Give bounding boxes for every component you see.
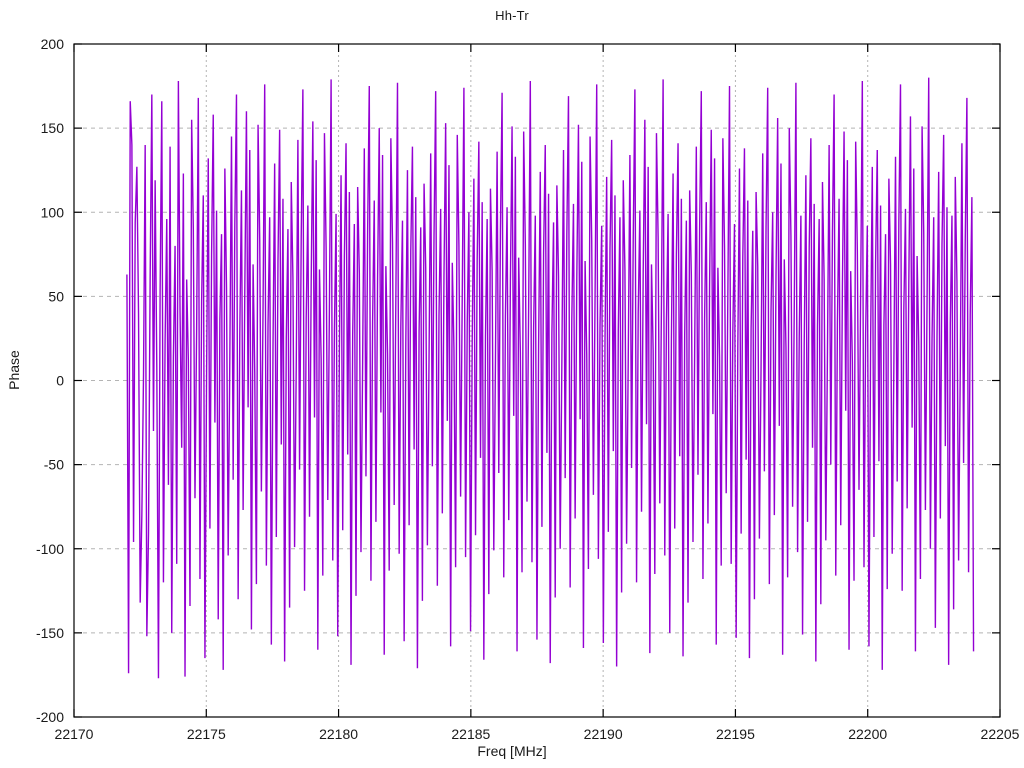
svg-text:200: 200 <box>41 36 65 52</box>
svg-text:150: 150 <box>41 120 65 136</box>
tick-labels: -200 -150 -100 -50 0 50 100 150 200 22170 22175 221… <box>36 36 1020 742</box>
svg-text:22195: 22195 <box>716 726 755 742</box>
svg-text:22170: 22170 <box>55 726 94 742</box>
svg-text:100: 100 <box>41 204 65 220</box>
data-series-group <box>126 77 975 679</box>
svg-text:0: 0 <box>56 373 64 389</box>
plot-frame <box>73 43 1001 718</box>
svg-text:22190: 22190 <box>584 726 623 742</box>
x-axis-label: Freq [MHz] <box>477 743 547 759</box>
svg-text:22185: 22185 <box>451 726 490 742</box>
svg-text:22200: 22200 <box>848 726 887 742</box>
svg-text:-50: -50 <box>44 457 64 473</box>
svg-text:22175: 22175 <box>187 726 226 742</box>
svg-text:-200: -200 <box>36 709 64 725</box>
svg-text:50: 50 <box>48 288 64 304</box>
chart-title: Hh-Tr <box>495 8 529 23</box>
svg-text:-150: -150 <box>36 625 64 641</box>
svg-text:22205: 22205 <box>981 726 1020 742</box>
svg-text:-100: -100 <box>36 541 64 557</box>
svg-text:22180: 22180 <box>319 726 358 742</box>
